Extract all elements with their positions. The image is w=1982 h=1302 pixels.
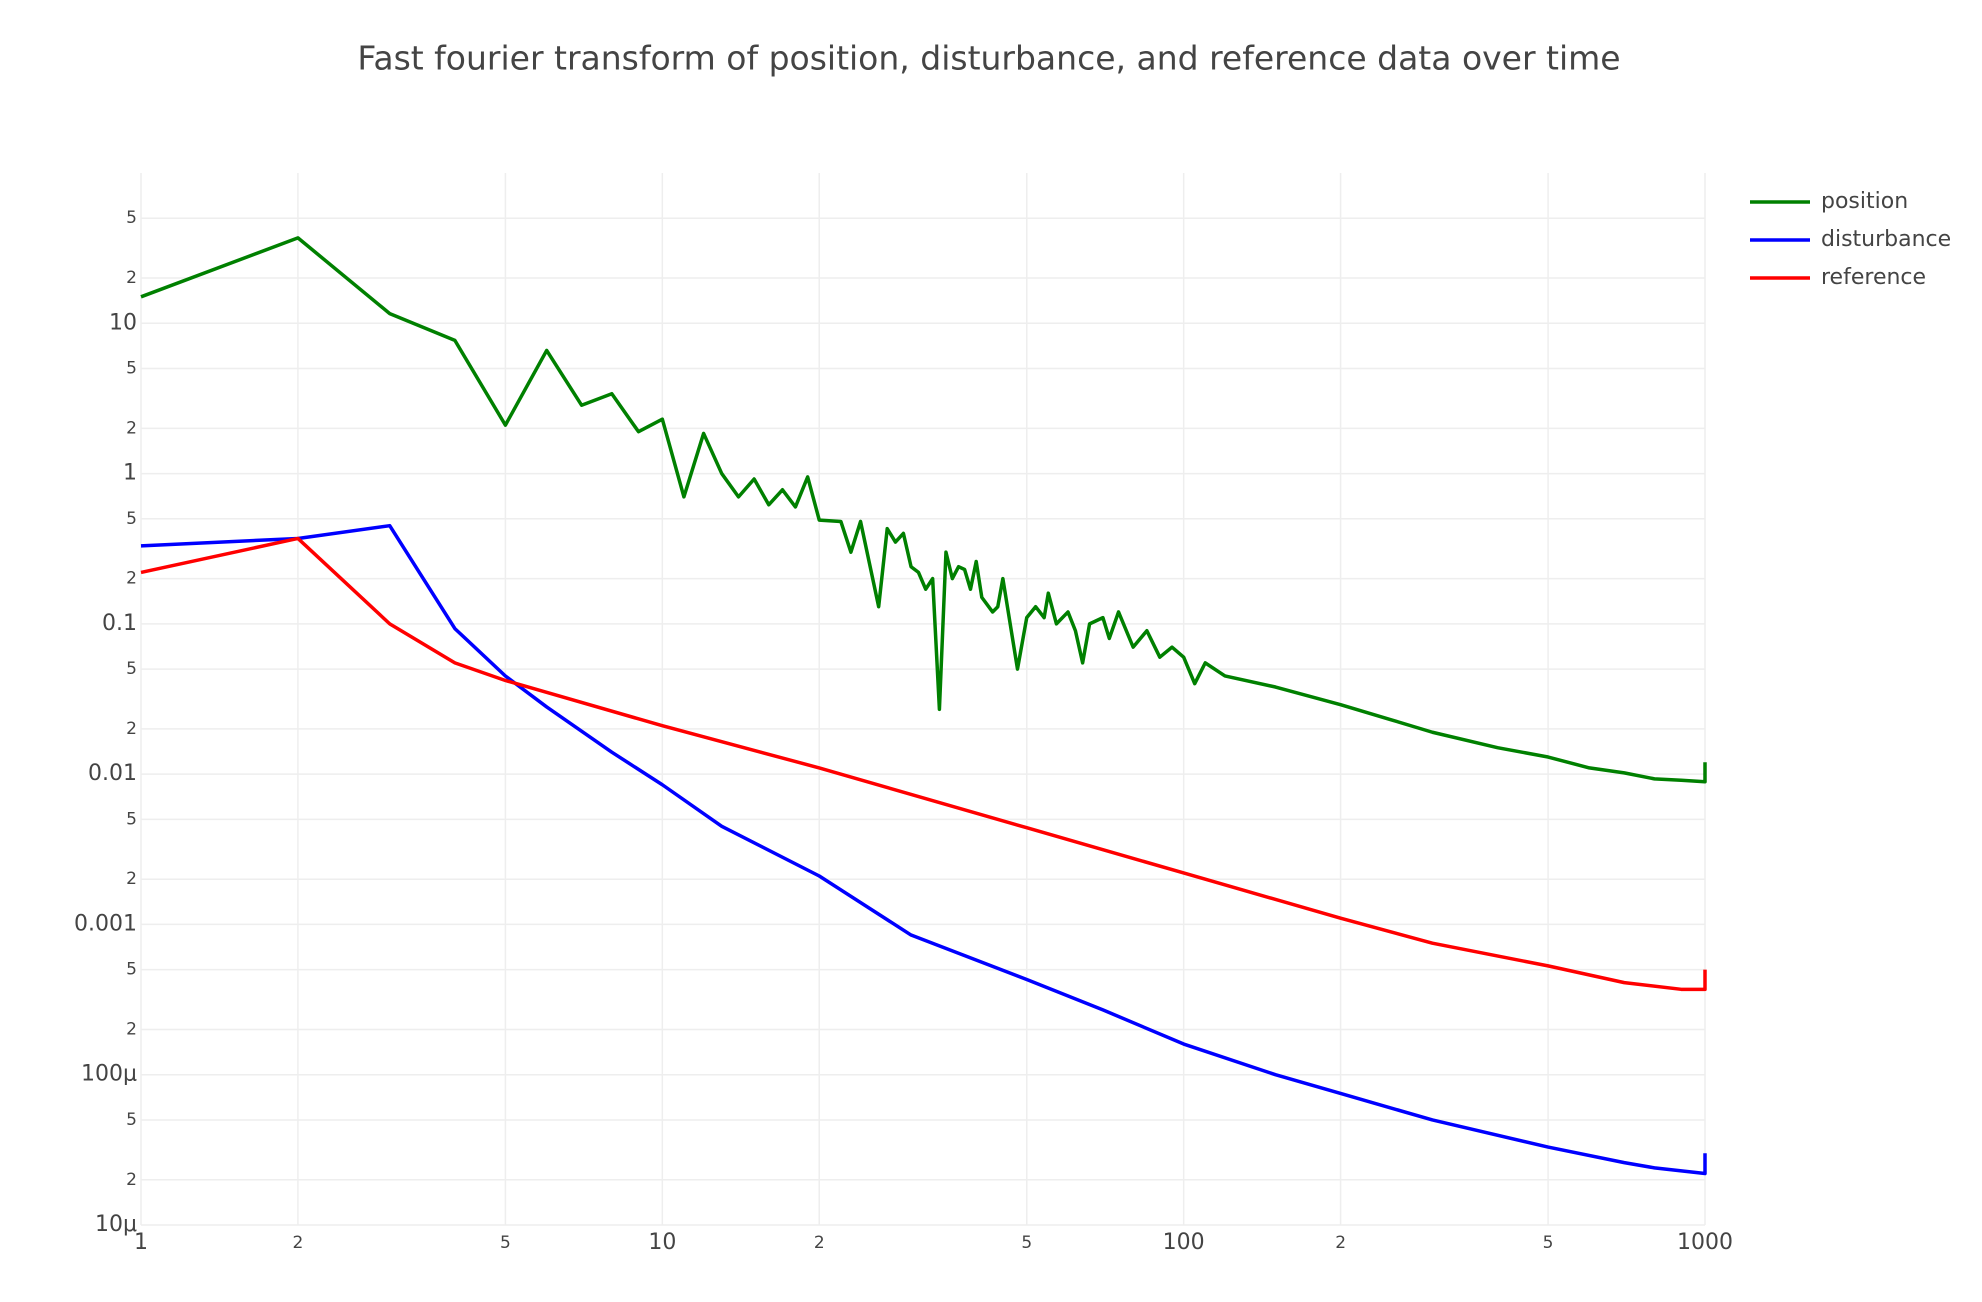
y-tick-label: 100μ	[81, 1062, 137, 1087]
y-tick-label: 2	[126, 1019, 137, 1039]
x-tick-label: 1	[134, 1230, 148, 1255]
x-tick-label: 2	[814, 1233, 825, 1253]
y-tick-label: 2	[126, 869, 137, 889]
legend-label: disturbance	[1821, 227, 1951, 252]
x-tick-label: 5	[1021, 1233, 1032, 1253]
y-tick-label: 2	[126, 268, 137, 288]
y-tick-label: 0.001	[74, 911, 137, 936]
x-tick-label: 1000	[1677, 1230, 1733, 1255]
line	[140, 536, 1707, 992]
legend-label: reference	[1821, 265, 1926, 290]
y-tick-label: 5	[126, 509, 137, 529]
y-tick-label: 10μ	[95, 1212, 137, 1237]
y-tick-label: 10	[109, 310, 137, 335]
y-tick-label: 5	[126, 659, 137, 679]
x-tick-label: 5	[1543, 1233, 1554, 1253]
y-tick-label: 5	[126, 1110, 137, 1130]
y-tick-label: 5	[126, 809, 137, 829]
y-tick-label: 5	[126, 359, 137, 379]
legend-label: position	[1821, 189, 1908, 214]
y-tick-label: 0.1	[102, 611, 137, 636]
x-tick-label: 2	[293, 1233, 304, 1253]
line	[140, 236, 1707, 784]
y-tick-label: 2	[126, 1170, 137, 1190]
y-tick-label: 2	[126, 418, 137, 438]
x-tick-label: 5	[500, 1233, 511, 1253]
y-tick-label: 2	[126, 719, 137, 739]
x-tick-label: 10	[648, 1230, 676, 1255]
y-tick-label: 0.01	[88, 761, 137, 786]
chart-title: Fast fourier transform of position, dist…	[357, 39, 1620, 78]
y-tick-label: 5	[126, 960, 137, 980]
y-tick-label: 1	[123, 461, 137, 486]
line	[140, 523, 1707, 1176]
x-tick-label: 100	[1163, 1230, 1205, 1255]
y-tick-label: 2	[126, 569, 137, 589]
x-tick-label: 2	[1335, 1233, 1346, 1253]
y-tick-label: 5	[126, 208, 137, 228]
